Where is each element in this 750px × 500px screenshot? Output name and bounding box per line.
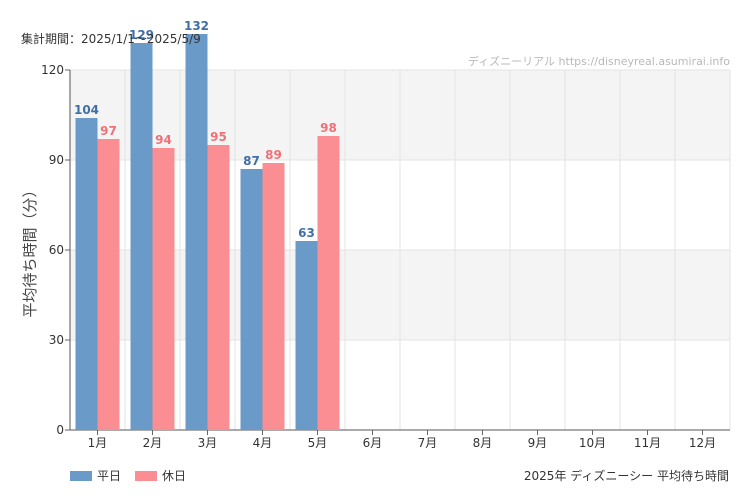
x-tick-label: 12月 <box>689 436 716 450</box>
bar-holiday <box>152 148 175 430</box>
bar-weekday <box>185 34 208 430</box>
y-tick-label: 30 <box>49 333 64 347</box>
legend-label-holiday: 休日 <box>162 469 187 483</box>
legend-swatch-holiday <box>135 470 158 481</box>
bar-holiday <box>317 136 340 430</box>
legend-item-holiday[interactable]: 休日 <box>135 467 186 484</box>
x-tick-label: 5月 <box>308 436 328 450</box>
x-tick-label: 2月 <box>143 436 163 450</box>
chart-caption: 2025年 ディズニーシー 平均待ち時間 <box>523 469 729 483</box>
data-label-holiday: 89 <box>265 148 282 162</box>
legend-item-weekday[interactable]: 平日 <box>70 467 121 484</box>
data-label-weekday: 132 <box>184 19 209 33</box>
data-label-weekday: 63 <box>298 226 315 240</box>
x-tick-label: 6月 <box>363 436 383 450</box>
bar-weekday <box>130 43 153 430</box>
x-tick-label: 1月 <box>88 436 108 450</box>
data-label-weekday: 129 <box>129 28 154 42</box>
y-tick-label: 120 <box>41 63 64 77</box>
data-label-holiday: 94 <box>155 133 172 147</box>
data-label-holiday: 97 <box>100 124 117 138</box>
legend-swatch-weekday <box>70 470 92 481</box>
x-tick-label: 8月 <box>473 436 493 450</box>
x-tick-label: 7月 <box>418 436 438 450</box>
bar-holiday <box>262 163 285 430</box>
data-label-weekday: 104 <box>74 103 99 117</box>
x-tick-label: 11月 <box>634 436 661 450</box>
bar-holiday <box>207 145 230 430</box>
legend-label-weekday: 平日 <box>97 469 122 483</box>
data-label-holiday: 98 <box>320 121 337 135</box>
x-tick-label: 10月 <box>579 436 606 450</box>
data-label-weekday: 87 <box>243 154 260 168</box>
bar-weekday <box>295 241 318 430</box>
bar-holiday <box>97 139 120 430</box>
watermark-text: ディズニーリアル https://disneyreal.asumirai.inf… <box>467 55 730 68</box>
y-axis-title: 平均待ち時間（分） <box>21 182 39 317</box>
x-tick-label: 9月 <box>528 436 548 450</box>
data-label-holiday: 95 <box>210 130 227 144</box>
chart-legend: 平日 休日 <box>70 467 186 484</box>
x-tick-label: 4月 <box>253 436 273 450</box>
bar-weekday <box>75 118 98 430</box>
y-tick-label: 90 <box>49 153 64 167</box>
period-label: 集計期間：2025/1/1～2025/5/9 <box>21 32 201 46</box>
bar-weekday <box>240 169 263 430</box>
x-tick-label: 3月 <box>198 436 218 450</box>
y-tick-label: 0 <box>56 423 64 437</box>
y-tick-label: 60 <box>49 243 64 257</box>
